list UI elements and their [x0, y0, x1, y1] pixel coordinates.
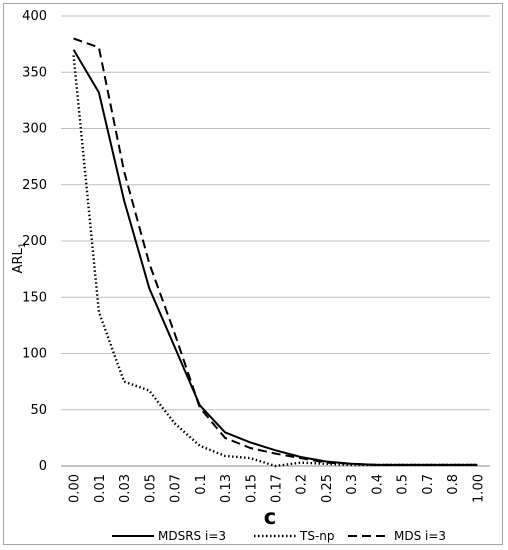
y-axis-label-subscript: 1 [18, 243, 28, 249]
x-tick-label: 0.00 [68, 474, 83, 503]
y-tick-label: 200 [22, 234, 47, 249]
x-tick-label: 0.03 [118, 474, 133, 503]
y-tick-label: 300 [22, 122, 47, 137]
x-tick-label: 0.13 [219, 474, 234, 503]
x-tick-label: 0.17 [270, 474, 285, 503]
x-tick-label: 0.1 [194, 474, 209, 495]
x-tick-label: 0.4 [370, 474, 385, 495]
legend-label: TS-np [299, 529, 335, 543]
y-tick-label: 0 [39, 459, 47, 474]
x-tick-label: 0.25 [320, 474, 335, 503]
legend-label: MDSRS i=3 [158, 529, 226, 543]
x-axis-label: c [264, 505, 276, 529]
x-tick-label: 0.07 [169, 474, 184, 503]
y-tick-label: 50 [30, 403, 47, 418]
y-axis-label: ARL1 [11, 243, 28, 274]
chart-frame [3, 3, 503, 545]
x-tick-label: 0.2 [295, 474, 310, 495]
x-tick-label: 0.8 [446, 474, 461, 495]
legend: MDSRS i=3 TS-np MDS i=3 [112, 529, 446, 543]
x-tick-label: 1.00 [471, 474, 486, 503]
x-tick-labels: 0.00 0.01 0.03 0.05 0.07 0.1 0.13 0.15 0.17 0.2 0.… [68, 474, 487, 503]
x-tick-label: 0.15 [244, 474, 259, 503]
x-tick-label: 0.3 [345, 474, 360, 495]
x-tick-label: 0.5 [396, 474, 411, 495]
series-line [73, 37, 478, 466]
series-line [72, 49, 478, 466]
legend-label: MDS i=3 [394, 529, 446, 543]
y-axis-label-main: ARL [11, 248, 26, 274]
x-tick-label: 0.7 [421, 474, 436, 495]
series-lines [72, 37, 478, 468]
y-tick-labels: 0 50 100 150 200 250 300 350 400 [22, 9, 47, 474]
y-tick-label: 150 [22, 290, 47, 305]
y-tick-label: 400 [22, 9, 47, 24]
y-tick-label: 100 [22, 347, 47, 362]
y-tick-label: 250 [22, 178, 47, 193]
y-tick-label: 350 [22, 65, 47, 80]
x-tick-label: 0.01 [93, 474, 108, 503]
gridlines [61, 15, 490, 467]
x-tick-label: 0.05 [143, 474, 158, 503]
series-line [72, 55, 478, 468]
